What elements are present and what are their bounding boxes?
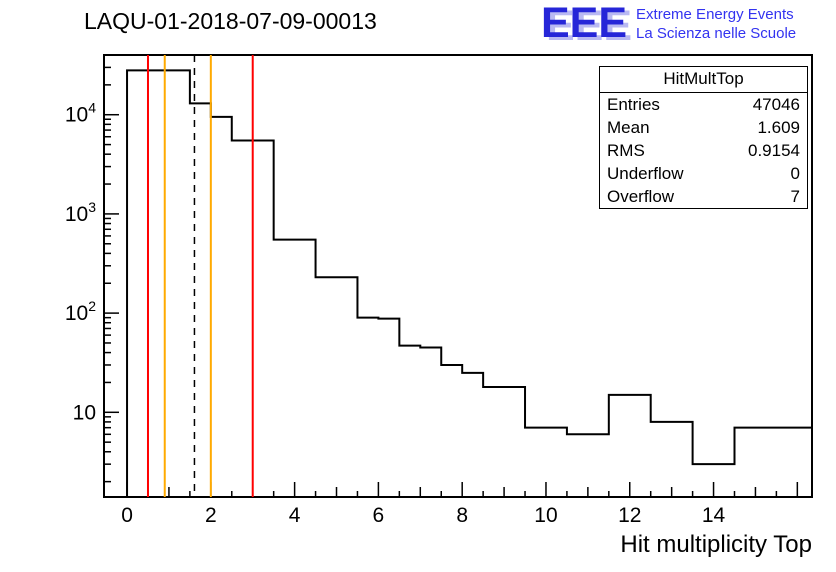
x-tick-label: 14 bbox=[702, 504, 726, 527]
x-axis-ticks bbox=[126, 482, 799, 497]
stats-label: RMS bbox=[607, 141, 645, 160]
eee-logo-text: Extreme Energy Events La Scienza nelle S… bbox=[636, 5, 796, 43]
y-tick-label: 102 bbox=[65, 298, 96, 325]
x-tick-label: 12 bbox=[618, 504, 641, 527]
stats-value: 1.609 bbox=[757, 118, 800, 137]
x-tick-label: 0 bbox=[121, 504, 133, 527]
stats-value: 47046 bbox=[752, 95, 800, 114]
eee-logo: EEE Extreme Energy Events La Scienza nel… bbox=[541, 0, 796, 46]
stats-row: Underflow 0 bbox=[600, 162, 807, 185]
stats-label: Underflow bbox=[607, 164, 684, 183]
eee-logo-letters: EEE bbox=[541, 0, 628, 47]
stats-label: Mean bbox=[607, 118, 650, 137]
stats-label: Overflow bbox=[607, 187, 675, 206]
stats-row: Overflow 7 bbox=[600, 185, 807, 208]
stats-row: Mean 1.609 bbox=[600, 116, 807, 139]
logo-line1: Extreme Energy Events bbox=[636, 6, 794, 23]
x-tick-label: 4 bbox=[289, 504, 301, 527]
x-tick-label: 10 bbox=[534, 504, 557, 527]
histogram-line bbox=[126, 69, 812, 497]
stats-rows: Entries 47046 Mean 1.609 RMS 0.9154 Underflow 0… bbox=[600, 93, 807, 208]
y-tick-label: 104 bbox=[65, 100, 96, 127]
x-axis-title: Hit multiplicity Top bbox=[620, 531, 812, 558]
marker-lines bbox=[146, 55, 254, 497]
x-tick-label: 2 bbox=[205, 504, 217, 527]
y-tick-label: 10 bbox=[73, 401, 96, 424]
plot-title: LAQU-01-2018-07-09-00013 bbox=[84, 8, 377, 34]
stats-box: HitMultTop Entries 47046 Mean 1.609 RMS 0.915… bbox=[599, 66, 808, 209]
x-tick-label: 8 bbox=[456, 504, 468, 527]
y-tick-label: 103 bbox=[65, 199, 96, 226]
stats-row: RMS 0.9154 bbox=[600, 139, 807, 162]
x-tick-labels: 0 2 4 6 8 10 12 14 bbox=[121, 504, 725, 527]
logo-line2: La Scienza nelle Scuole bbox=[636, 25, 797, 42]
stats-value: 7 bbox=[790, 187, 800, 206]
stats-title: HitMultTop bbox=[600, 67, 807, 93]
x-tick-label: 6 bbox=[373, 504, 385, 527]
y-axis-ticks bbox=[104, 66, 119, 483]
stats-value: 0 bbox=[790, 164, 800, 183]
stats-row: Entries 47046 bbox=[600, 93, 807, 116]
stats-label: Entries bbox=[607, 95, 660, 114]
y-tick-labels: 10 102 103 104 bbox=[65, 100, 96, 425]
plot-frame bbox=[103, 54, 813, 498]
stats-value: 0.9154 bbox=[748, 141, 800, 160]
